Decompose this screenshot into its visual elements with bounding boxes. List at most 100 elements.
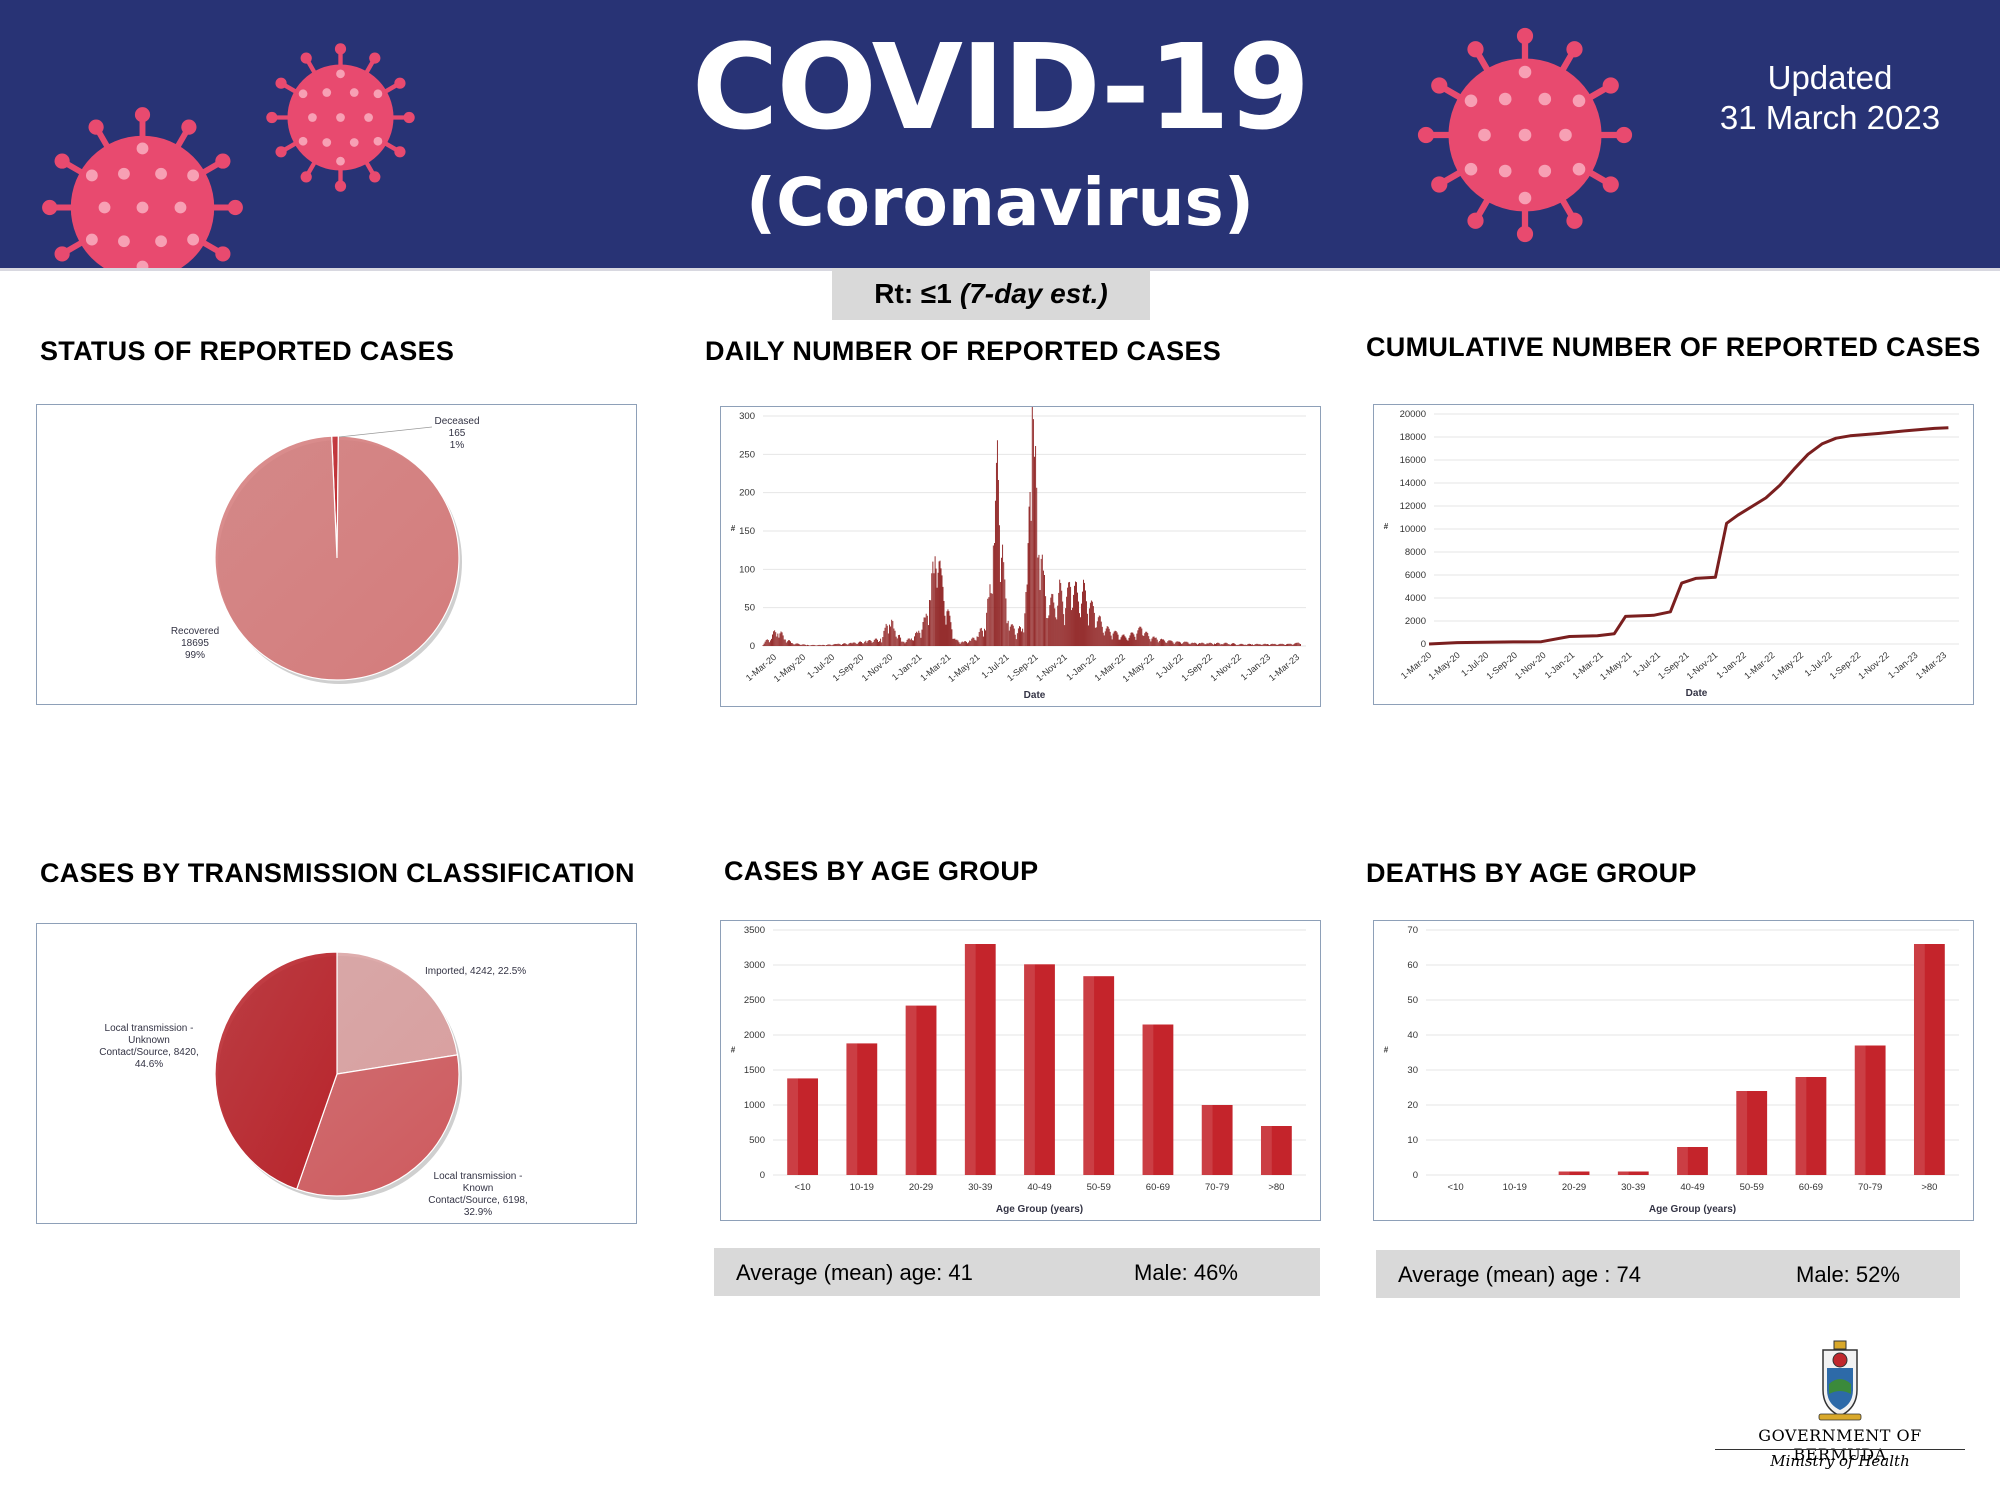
known-label: Contact/Source, 6198, — [428, 1195, 528, 1206]
age-bar-highlight — [905, 1005, 917, 1175]
age-bar-highlight — [964, 944, 976, 1175]
government-logo: GOVERNMENT OF BERMUDA Ministry of Health — [1715, 1338, 1965, 1478]
pie-slice — [214, 951, 338, 1190]
virus-spike-tip — [369, 52, 381, 64]
updated-label: Updated — [1767, 59, 1893, 96]
x-tick-label: 20-29 — [1562, 1182, 1586, 1193]
virus-spike-tip — [1566, 41, 1583, 58]
y-tick-label: 40 — [1407, 1030, 1418, 1041]
virus-spike-tip — [134, 107, 151, 123]
virus-spike-tip — [275, 146, 287, 158]
known-label: 32.9% — [464, 1207, 492, 1218]
unknown-label: Unknown — [128, 1035, 170, 1046]
virus-spike-tip — [275, 77, 287, 89]
x-tick-label: >80 — [1921, 1182, 1937, 1193]
virus-icon — [42, 107, 243, 268]
y-tick-label: 60 — [1407, 960, 1418, 971]
status-title: STATUS OF REPORTED CASES — [40, 336, 455, 366]
virus-dot — [364, 113, 373, 122]
age-bar-highlight — [1558, 1171, 1570, 1175]
x-axis-label: Date — [1024, 690, 1046, 701]
y-axis-label: # — [731, 1046, 736, 1055]
virus-dot — [1498, 164, 1512, 178]
age-bar-highlight — [1617, 1171, 1629, 1175]
age-bar-highlight — [846, 1043, 858, 1175]
y-tick-label: 2000 — [1405, 616, 1426, 627]
deceased-pct: 1% — [450, 440, 465, 451]
y-tick-label: 30 — [1407, 1065, 1418, 1076]
x-tick-label: 30-39 — [968, 1182, 992, 1193]
age-bar — [1142, 1024, 1174, 1175]
cases-stats: Average (mean) age: 41 Male: 46% — [714, 1248, 1320, 1296]
virus-icon — [266, 43, 415, 192]
x-tick-label: 50-59 — [1740, 1182, 1764, 1193]
x-tick-label: 70-79 — [1858, 1182, 1882, 1193]
pie-slice — [336, 951, 459, 1075]
virus-dot — [1518, 128, 1532, 142]
pie-slice — [214, 435, 460, 681]
age-bar — [846, 1043, 878, 1175]
x-tick-label: 1-Sep-22 — [1179, 652, 1214, 683]
deaths-mean-age: Average (mean) age : 74 — [1398, 1262, 1641, 1287]
y-tick-label: 3000 — [744, 960, 765, 971]
y-tick-label: 20 — [1407, 1100, 1418, 1111]
virus-spike-tip — [1467, 212, 1484, 229]
x-axis-label: Age Group (years) — [1649, 1204, 1736, 1215]
age-bar-highlight — [787, 1078, 798, 1175]
y-tick-label: 70 — [1407, 925, 1418, 936]
cumulative-line — [1428, 426, 1949, 646]
age-bar-highlight — [1854, 1045, 1866, 1175]
virus-dot — [1518, 191, 1532, 205]
virus-dot — [174, 201, 187, 214]
x-tick-label: 10-19 — [1503, 1182, 1527, 1193]
virus-spike-tip — [1516, 225, 1534, 243]
x-tick-label: 1-Sep-21 — [1005, 652, 1040, 683]
daily-title: DAILY NUMBER OF REPORTED CASES — [705, 336, 1222, 366]
virus-dot — [187, 233, 200, 246]
virus-spike-tip — [88, 119, 104, 135]
x-tick-label: 50-59 — [1087, 1182, 1111, 1193]
daily-chart: 0 50 100 150 200 250 300 # Date 1-Mar-20 1-May-20 1… — [720, 406, 1321, 707]
x-tick-label: 1-May-21 — [946, 652, 982, 684]
deceased-value: 165 — [449, 428, 466, 439]
x-tick-label: 30-39 — [1621, 1182, 1645, 1193]
y-tick-label: 16000 — [1400, 455, 1426, 466]
virus-spike-tip — [300, 52, 312, 64]
age-bar-highlight — [1677, 1147, 1688, 1175]
virus-dot — [136, 142, 149, 155]
y-tick-label: 3500 — [744, 925, 765, 936]
virus-spike-tip — [54, 246, 70, 262]
virus-icon — [1417, 27, 1633, 243]
updated-date: 31 March 2023 — [1719, 99, 1941, 136]
x-tick-label: 1-Sep-21 — [1656, 650, 1691, 681]
virus-spike-tip — [1417, 126, 1435, 144]
y-tick-label: 6000 — [1405, 570, 1426, 581]
virus-spike-tip — [334, 180, 347, 192]
virus-spike-tip — [1602, 176, 1619, 193]
virus-spike-tip — [403, 111, 415, 124]
pie-slice — [295, 1054, 460, 1197]
y-tick-label: 50 — [744, 603, 755, 614]
virus-spike-tip — [227, 199, 243, 216]
x-tick-label: 1-Jan-23 — [1886, 650, 1920, 680]
x-tick-label: 1-Nov-22 — [1208, 652, 1243, 683]
page-title: COVID-19 — [691, 18, 1310, 156]
age-bar — [1913, 944, 1945, 1175]
virus-dot — [1538, 92, 1552, 106]
x-tick-label: 1-Jan-22 — [1714, 650, 1748, 680]
known-label: Known — [463, 1183, 494, 1194]
rt-label: Rt: ≤1 — [874, 278, 952, 309]
x-tick-label: 40-49 — [1680, 1182, 1704, 1193]
y-tick-label: 50 — [1407, 995, 1418, 1006]
virus-spike-tip — [1467, 41, 1484, 58]
age-deaths-chart: 0 10 20 30 40 50 60 70 # Age Group (years) <10 10-1… — [1373, 920, 1974, 1221]
y-tick-label: 8000 — [1405, 547, 1426, 558]
virus-dot — [349, 88, 359, 97]
age-cases-title: CASES BY AGE GROUP — [724, 856, 1039, 886]
virus-spike-tip — [334, 43, 347, 55]
virus-dot — [1464, 94, 1478, 108]
x-tick-label: 1-Jan-23 — [1239, 652, 1273, 682]
header-banner: COVID-19 (Coronavirus) Updated 31 March … — [0, 0, 2000, 271]
age-bar-highlight — [1201, 1105, 1213, 1175]
age-bar-highlight — [1913, 944, 1925, 1175]
